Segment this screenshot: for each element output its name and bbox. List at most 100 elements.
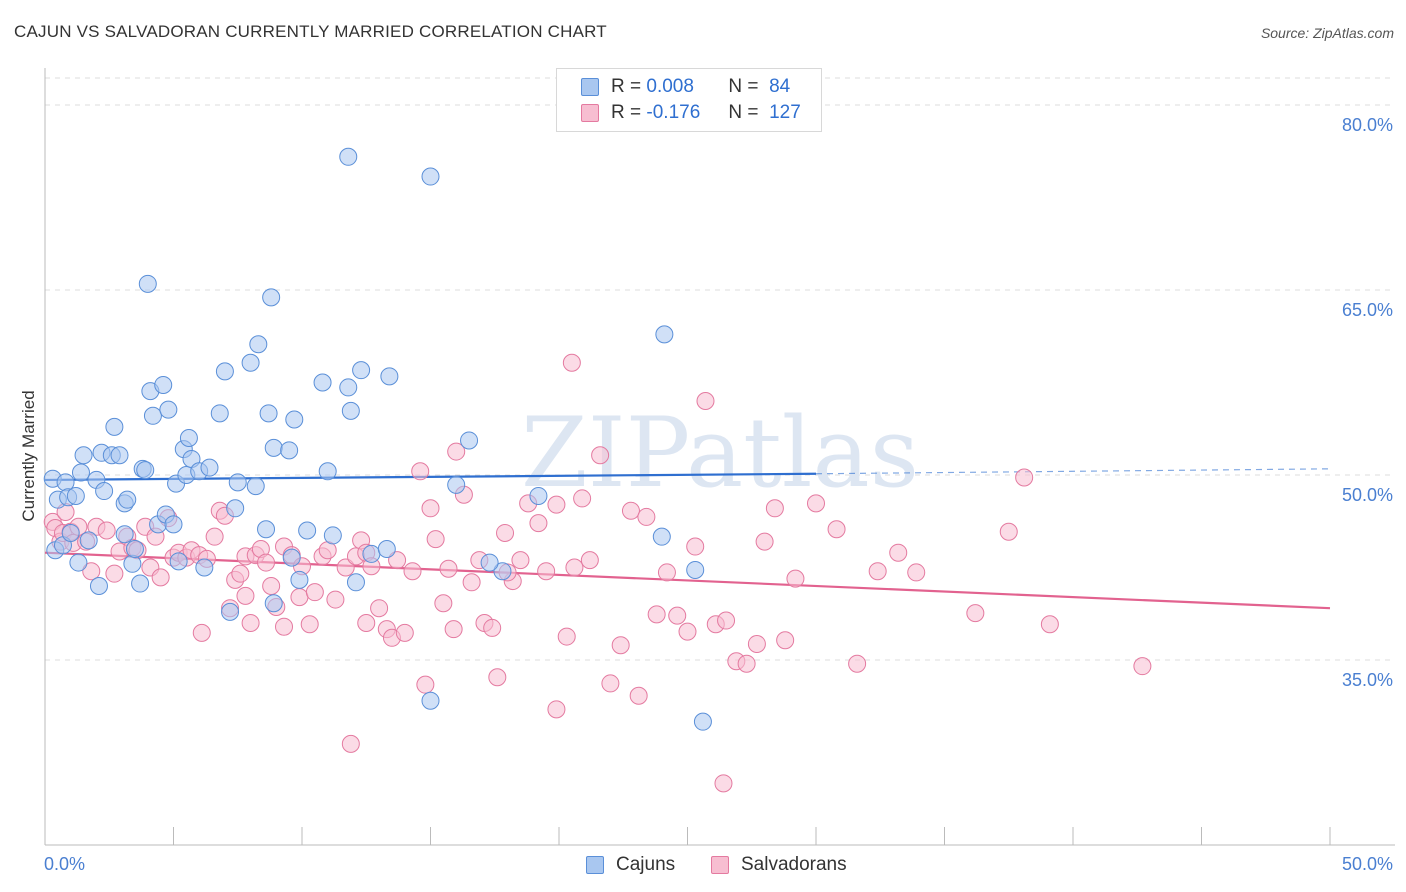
salvadoran-point [573,489,592,508]
cajun-point [257,520,276,539]
salvadoran-point [696,392,715,410]
salvadoran-point [580,551,599,570]
cajun-point [693,712,712,731]
cajun-point [169,552,188,571]
cajun-point [131,574,150,593]
salvadoran-point [776,631,795,650]
cajun-point [447,475,466,494]
cajun-point [259,404,278,423]
salvadoran-point [868,562,887,581]
cajun-point [339,378,358,397]
r-label: R = [611,102,642,123]
x-tick-label: 50.0% [1342,854,1393,874]
cajun-point [339,147,358,166]
salvadoran-point [714,774,733,793]
salvadoran-point [290,588,309,607]
salvadoran-point [236,586,255,605]
salvadoran-point [82,562,101,581]
cajun-point [655,325,674,344]
cajun-point [318,462,337,481]
salvadoran-point [300,615,319,634]
cajun-point [421,167,440,186]
cajun-point [380,367,399,386]
salvadoran-point [611,636,630,655]
y-axis-label: Currently Married [19,390,38,521]
salvadoran-point [1133,657,1152,676]
salvadoran-point [678,622,697,641]
salvadoran-legend-label: Salvadorans [741,854,847,875]
salvadoran-point [999,522,1018,541]
salvadoran-point [483,618,502,637]
salvadoran-point [262,577,281,595]
bottom-legend-cajuns: Cajuns [586,853,675,877]
salvadoran-point [827,520,846,539]
salvadoran-point [205,527,224,546]
salvadoran-point [105,564,124,583]
salvadoran-point [889,543,908,562]
salvadoran-point [151,568,170,587]
y-tick-label: 50.0% [1342,485,1393,505]
cajun-point [164,515,183,534]
cajun-point [125,540,144,558]
cajun-point [115,525,134,544]
salvadoran-point [591,446,610,465]
cajun-point [159,400,178,419]
cajun-point [69,553,88,572]
n-label: N = [728,76,759,97]
cajun-point [377,540,396,558]
cajun-point [66,486,85,505]
salvadoran-point [647,605,666,624]
cajun-point [280,441,299,460]
cajun-point [95,482,114,501]
salvadoran-point [755,532,774,551]
n-label: N = [728,102,759,123]
cajun-point [341,401,360,420]
salvadoran-point [1015,468,1034,487]
y-tick-label: 35.0% [1342,670,1393,690]
cajun-point [195,558,214,577]
cajun-point [652,527,671,546]
cajun-trend-extension [815,468,1331,475]
cajun-point [89,577,108,595]
salvadoran-point [786,569,805,588]
cajun-point [298,521,317,540]
cajun-point [313,373,332,392]
salvadoran-point [747,634,766,653]
cajun-point [421,691,440,710]
salvadoran-point [231,564,250,583]
salvadoran-point [562,353,581,372]
cajun-point [362,544,381,563]
salvadoran-point [601,674,620,693]
salvadoran-point [395,623,414,642]
salvadoran-point [357,614,376,632]
cajun-point [249,335,268,354]
salvadoran-point [547,700,566,719]
salvadoran-point [717,611,736,630]
source-label: Source: ZipAtlas.com [1260,25,1394,41]
salvadoran-point [434,594,453,613]
salvadoran-point [241,614,260,632]
cajun-point [226,499,245,518]
salvadoran-point [426,530,445,549]
cajun-legend-label: Cajuns [616,854,676,875]
salvadoran-point [637,507,656,526]
salvadoran-point [547,495,566,514]
cajun-point [262,288,281,307]
legend-row-cajuns: R = 0.008 N = 84 [581,76,790,98]
salvadoran-point [326,590,345,609]
cajun-point [123,554,142,573]
salvadoran-point [565,558,584,577]
cajun-point [61,523,80,542]
salvadoran-point [462,573,481,592]
salvadoran-legend-swatch [711,856,729,874]
chart-title: CAJUN VS SALVADORAN CURRENTLY MARRIED CO… [14,22,607,41]
n-value: 84 [769,76,791,97]
cajun-point [246,477,265,496]
bottom-legend-salvadorans: Salvadorans [711,853,847,877]
salvadoran-point [737,654,756,673]
cajun-point [480,553,499,572]
salvadoran-point [511,551,530,570]
salvadoran-swatch [581,104,599,122]
cajun-point [346,573,365,592]
